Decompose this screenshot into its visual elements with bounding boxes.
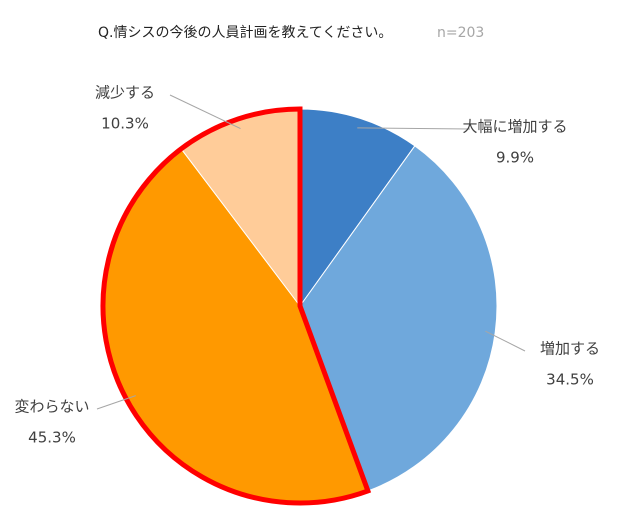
value-label: 34.5% [546, 371, 594, 389]
chart-subtitle: n=203 [437, 25, 484, 41]
slice-label: 大幅に増加する [462, 118, 567, 136]
value-label: 45.3% [28, 429, 76, 447]
leader-line [485, 330, 526, 352]
leader-line [357, 127, 471, 130]
leader-line [96, 395, 136, 410]
chart-title: Q.情シスの今後の人員計画を教えてください。 [98, 25, 392, 41]
pie-slice [299, 145, 498, 492]
slice-label: 変わらない [14, 398, 89, 416]
slice-label: 増加する [540, 340, 600, 358]
leader-line [169, 94, 241, 130]
pie-slice [299, 108, 416, 308]
value-label: 9.9% [496, 149, 534, 167]
value-label: 10.3% [101, 115, 149, 133]
slice-label: 減少する [95, 84, 155, 102]
highlight-outline [100, 106, 372, 506]
